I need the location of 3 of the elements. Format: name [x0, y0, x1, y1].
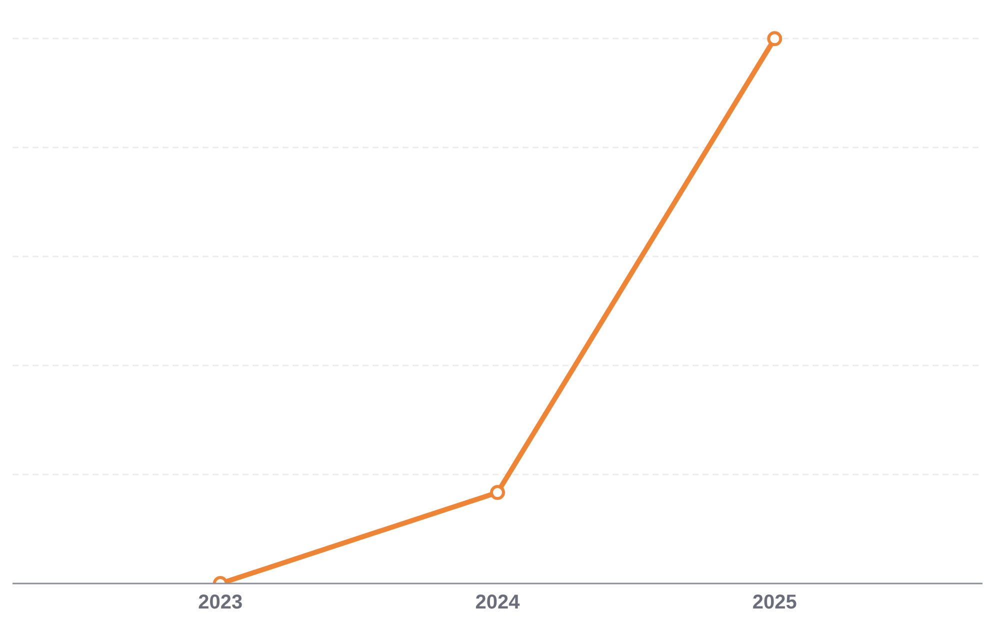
x-tick-label: 2025 [752, 592, 797, 614]
x-tick-label: 2024 [475, 592, 521, 614]
x-tick-label: 2023 [198, 592, 243, 614]
